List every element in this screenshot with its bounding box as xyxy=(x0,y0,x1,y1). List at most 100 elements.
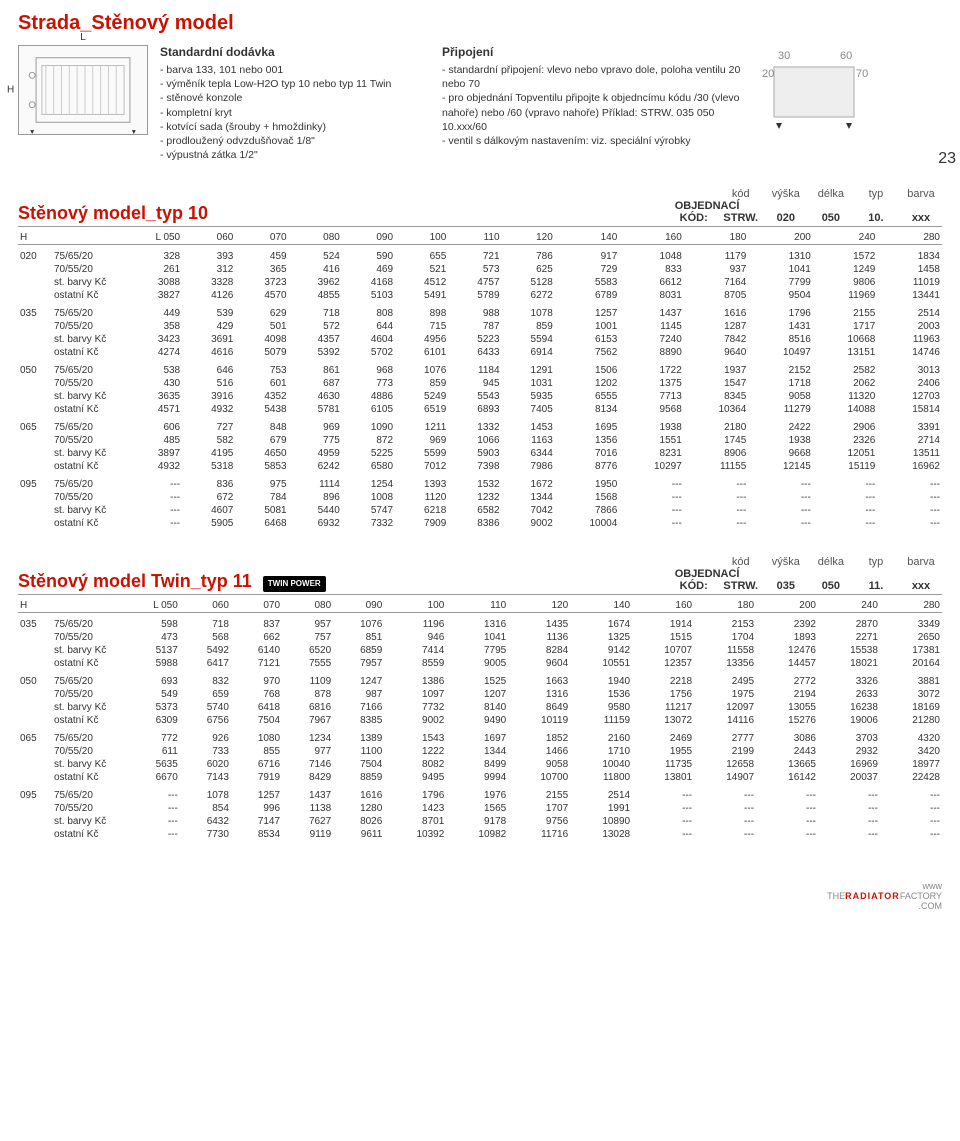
cell: 6519 xyxy=(395,403,448,416)
group-h xyxy=(18,771,52,784)
table-row: st. barvy Kč3423369140984357460449565223… xyxy=(18,333,942,346)
cell: 1722 xyxy=(619,359,684,377)
cell: 1090 xyxy=(342,416,395,434)
table-header xyxy=(52,599,124,613)
cell: 5373 xyxy=(124,701,180,714)
cell: 775 xyxy=(289,434,342,447)
cell: 1202 xyxy=(555,377,620,390)
cell: 10982 xyxy=(446,828,508,841)
list-item: ventil s dálkovým nastavením: viz. speci… xyxy=(442,134,742,148)
cell: 5935 xyxy=(502,390,555,403)
cell: 832 xyxy=(180,670,231,688)
cell: 787 xyxy=(448,320,501,333)
cell: 501 xyxy=(235,320,288,333)
cell: --- xyxy=(684,517,749,530)
cell: 1938 xyxy=(748,434,813,447)
cell: 3391 xyxy=(877,416,942,434)
cell: 10707 xyxy=(632,644,694,657)
cell: 1184 xyxy=(448,359,501,377)
cell: 568 xyxy=(180,631,231,644)
table-header: 100 xyxy=(395,231,448,245)
cell: 13151 xyxy=(813,346,878,359)
cell: 2194 xyxy=(756,688,818,701)
cell: 1940 xyxy=(570,670,632,688)
cell: 872 xyxy=(342,434,395,447)
cell: 16238 xyxy=(818,701,880,714)
cell: 5103 xyxy=(342,289,395,302)
table-row: 70/55/2061173385597711001222134414661710… xyxy=(18,745,942,758)
page-number: 23 xyxy=(938,150,956,168)
cell: 1100 xyxy=(333,745,384,758)
oc-label: délka xyxy=(810,188,852,200)
section1-bar: Stěnový model_typ 10 kód výška délka typ… xyxy=(18,188,942,227)
cell: 2152 xyxy=(748,359,813,377)
cell: 1207 xyxy=(446,688,508,701)
table-header: 280 xyxy=(877,231,942,245)
cell: 430 xyxy=(124,377,182,390)
row-label: st. barvy Kč xyxy=(52,644,124,657)
cell: 11155 xyxy=(684,460,749,473)
group-h xyxy=(18,289,52,302)
table-row: st. barvy Kč5635602067167146750480828499… xyxy=(18,758,942,771)
cell: 16962 xyxy=(877,460,942,473)
cell: 4357 xyxy=(289,333,342,346)
cell: 1254 xyxy=(342,473,395,491)
cell: 2514 xyxy=(570,784,632,802)
group-h: 050 xyxy=(18,670,52,688)
cell: 1291 xyxy=(502,359,555,377)
cell: --- xyxy=(877,491,942,504)
cell: 13055 xyxy=(756,701,818,714)
oc-label: kód xyxy=(720,188,762,200)
cell: 855 xyxy=(231,745,282,758)
cell: 13072 xyxy=(632,714,694,727)
cell: 8776 xyxy=(555,460,620,473)
table-header: 070 xyxy=(231,599,282,613)
cell: 516 xyxy=(182,377,235,390)
cell: 1423 xyxy=(384,802,446,815)
table-header: 100 xyxy=(384,599,446,613)
footer-pre: THE xyxy=(827,891,845,901)
cell: 1375 xyxy=(619,377,684,390)
cell: 14457 xyxy=(756,657,818,670)
cell: 10004 xyxy=(555,517,620,530)
table-row: ostatní Kč427446165079539257026101643369… xyxy=(18,346,942,359)
row-label: st. barvy Kč xyxy=(52,504,124,517)
cell: 15276 xyxy=(756,714,818,727)
cell: 5223 xyxy=(448,333,501,346)
row-label: 70/55/20 xyxy=(52,377,124,390)
cell: 861 xyxy=(289,359,342,377)
cell: 848 xyxy=(235,416,288,434)
cell: 7016 xyxy=(555,447,620,460)
table-header: 080 xyxy=(289,231,342,245)
oc-label: barva xyxy=(900,188,942,200)
cell: 1707 xyxy=(508,802,570,815)
cell: 9119 xyxy=(282,828,333,841)
cell: 2406 xyxy=(877,377,942,390)
cell: 9668 xyxy=(748,447,813,460)
cell: 6140 xyxy=(231,644,282,657)
cell: 5988 xyxy=(124,657,180,670)
cell: 11963 xyxy=(877,333,942,346)
cell: 1914 xyxy=(632,613,694,632)
cell: 9002 xyxy=(384,714,446,727)
oc-val: 050 xyxy=(810,212,852,224)
cell: 753 xyxy=(235,359,288,377)
cell: 6612 xyxy=(619,276,684,289)
cell: 11320 xyxy=(813,390,878,403)
cell: 7909 xyxy=(395,517,448,530)
cell: 12145 xyxy=(748,460,813,473)
cell: 10119 xyxy=(508,714,570,727)
cell: 9568 xyxy=(619,403,684,416)
row-label: st. barvy Kč xyxy=(52,276,124,289)
table-row: st. barvy Kč3088332837233962416845124757… xyxy=(18,276,942,289)
cell: 7986 xyxy=(502,460,555,473)
cell: 13356 xyxy=(694,657,756,670)
cell: 2870 xyxy=(818,613,880,632)
group-h: 065 xyxy=(18,416,52,434)
cell: 1435 xyxy=(508,613,570,632)
cell: --- xyxy=(619,504,684,517)
cell: 5903 xyxy=(448,447,501,460)
row-label: ostatní Kč xyxy=(52,460,124,473)
cell: 7627 xyxy=(282,815,333,828)
cell: 3897 xyxy=(124,447,182,460)
